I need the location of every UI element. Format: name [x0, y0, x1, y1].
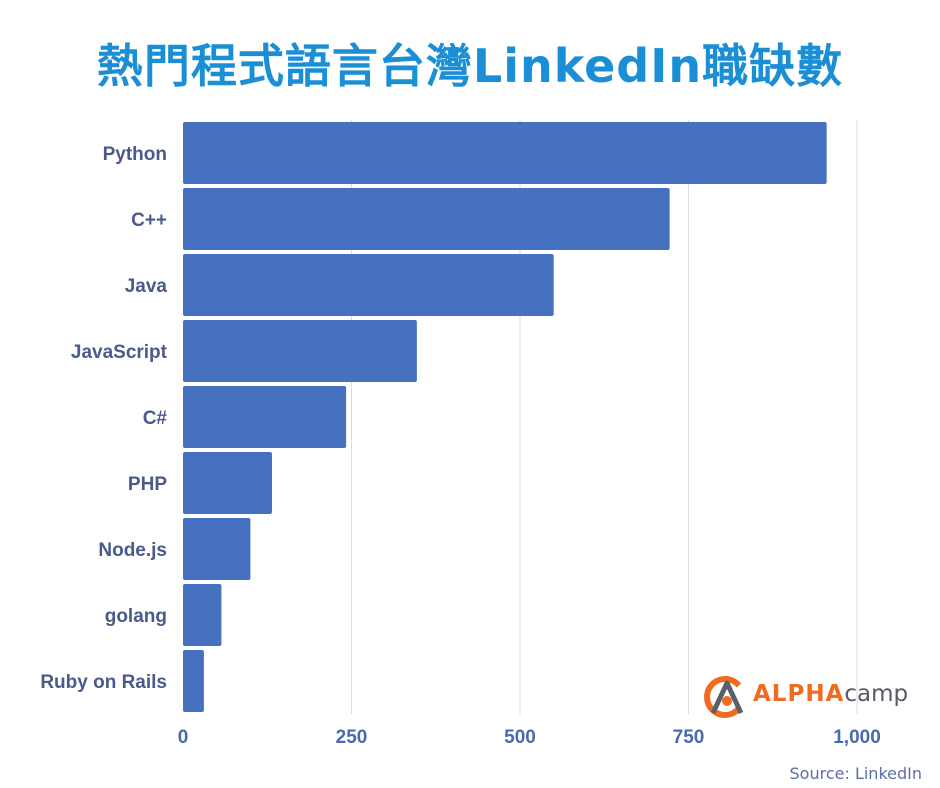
alphacamp-logo-icon [704, 676, 746, 718]
source-note: Source: LinkedIn [789, 764, 922, 783]
bar-python [183, 122, 827, 184]
x-tick-label: 1,000 [833, 727, 881, 748]
logo-text-camp: camp [844, 681, 909, 707]
x-axis-tick-labels: 0 250 500 750 1,000 [178, 727, 881, 748]
x-tick-label: 250 [336, 727, 368, 748]
bar-javascript [183, 320, 417, 382]
category-label: Python [103, 144, 167, 165]
category-labels: Python C++ Java JavaScript C# PHP Node.js golan… [40, 144, 167, 693]
x-tick-label: 750 [673, 727, 705, 748]
bars [183, 122, 827, 712]
category-label: golang [105, 606, 167, 627]
bar-ruby-on-rails [183, 650, 204, 712]
bar-c- [183, 386, 347, 448]
alphacamp-logo-text: ALPHAcamp [753, 681, 908, 707]
bar-node-js [183, 518, 251, 580]
category-label: PHP [128, 474, 167, 495]
x-tick-label: 500 [504, 727, 536, 748]
page-title: 熱門程式語言台灣LinkedIn職缺數 [96, 39, 844, 93]
bar-golang [183, 584, 222, 646]
logo-text-alpha: ALPHA [753, 681, 845, 707]
category-label: JavaScript [71, 342, 168, 363]
bar-java [183, 254, 554, 316]
category-label: Ruby on Rails [40, 672, 167, 693]
category-label: Java [125, 276, 168, 297]
alphacamp-logo: ALPHAcamp [703, 675, 923, 719]
category-label: Node.js [98, 540, 167, 561]
x-tick-label: 0 [178, 727, 189, 748]
category-label: C++ [131, 210, 167, 231]
bar-php [183, 452, 272, 514]
category-label: C# [143, 408, 168, 429]
bar-c- [183, 188, 670, 250]
